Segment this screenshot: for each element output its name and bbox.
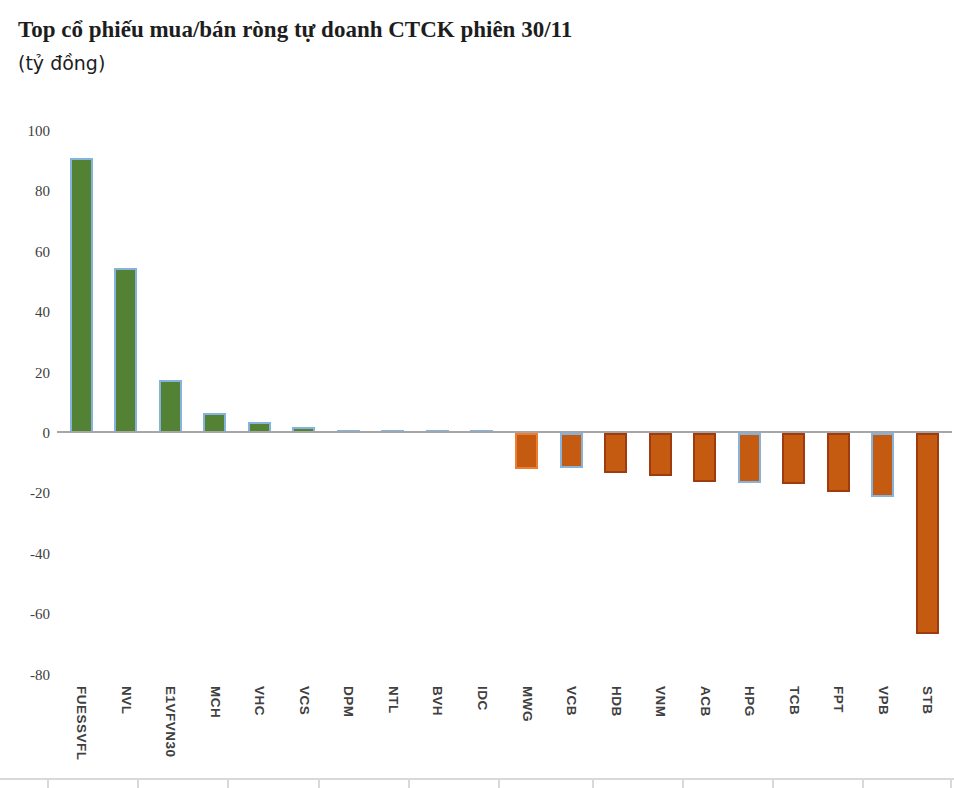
y-axis-tick-label: -80 xyxy=(0,666,50,684)
x-axis-category-label: ACB xyxy=(697,686,713,717)
bar-vcb xyxy=(560,433,583,468)
bar-nvl xyxy=(114,268,137,433)
bar-hdb xyxy=(604,433,627,473)
x-axis-category-label: VCS xyxy=(296,686,312,715)
x-axis-category-label: FUESSVFL xyxy=(73,686,89,761)
y-axis-tick-label: -60 xyxy=(0,605,50,623)
x-axis-category-label: FPT xyxy=(830,686,846,713)
bottom-gridline-tick xyxy=(950,778,952,788)
bar-fpt xyxy=(827,433,850,492)
bar-acb xyxy=(693,433,716,482)
bottom-gridline-tick xyxy=(862,778,864,788)
chart-canvas: Top cổ phiếu mua/bán ròng tự doanh CTCK … xyxy=(0,0,954,788)
chart-title: Top cổ phiếu mua/bán ròng tự doanh CTCK … xyxy=(18,14,572,46)
x-axis-category-label: MWG xyxy=(519,686,535,722)
bottom-gridline xyxy=(0,778,954,780)
x-axis-category-label: TCB xyxy=(786,686,802,715)
x-axis-category-label: HDB xyxy=(608,686,624,717)
bottom-gridline-tick xyxy=(227,778,229,788)
bar-hpg xyxy=(738,433,761,483)
bottom-gridline-tick xyxy=(772,778,774,788)
bottom-gridline-tick xyxy=(592,778,594,788)
x-axis-category-label: MCH xyxy=(207,686,223,718)
bottom-gridline-tick xyxy=(682,778,684,788)
chart-subtitle: (tỷ đồng) xyxy=(18,50,105,76)
x-axis-category-label: VHC xyxy=(251,686,267,716)
x-axis-category-label: NVL xyxy=(118,686,134,715)
x-axis-category-label: BVH xyxy=(429,686,445,716)
y-axis-tick-label: 0 xyxy=(0,424,50,442)
y-axis-tick-label: 60 xyxy=(0,243,50,261)
x-axis-category-label: STB xyxy=(919,686,935,715)
bottom-gridline-tick xyxy=(318,778,320,788)
x-axis-category-label: VNM xyxy=(652,686,668,718)
bottom-gridline-tick xyxy=(137,778,139,788)
bar-vpb xyxy=(871,433,894,497)
bar-vnm xyxy=(649,433,672,476)
y-axis-tick-label: 80 xyxy=(0,182,50,200)
x-axis-category-label: E1VFVN30 xyxy=(162,686,178,758)
bar-stb xyxy=(916,433,939,634)
y-axis-tick-label: -40 xyxy=(0,545,50,563)
bottom-gridline-tick xyxy=(408,778,410,788)
bottom-gridline-tick xyxy=(47,778,49,788)
x-axis-category-label: IDC xyxy=(474,686,490,711)
bar-tcb xyxy=(782,433,805,484)
x-axis-zero-line xyxy=(57,431,952,433)
y-axis-tick-label: 20 xyxy=(0,364,50,382)
y-axis-tick-label: -20 xyxy=(0,484,50,502)
x-axis-category-label: VPB xyxy=(875,686,891,715)
y-axis-tick-label: 100 xyxy=(0,122,50,140)
x-axis-category-label: VCB xyxy=(563,686,579,716)
bar-mwg xyxy=(515,433,538,469)
x-axis-category-label: DPM xyxy=(340,686,356,718)
bar-fuessvfl xyxy=(70,158,93,433)
bottom-gridline-tick xyxy=(498,778,500,788)
x-axis-category-label: NTL xyxy=(385,686,401,714)
bar-e1vfvn30 xyxy=(159,380,182,433)
x-axis-category-label: HPG xyxy=(741,686,757,717)
y-axis-tick-label: 40 xyxy=(0,303,50,321)
